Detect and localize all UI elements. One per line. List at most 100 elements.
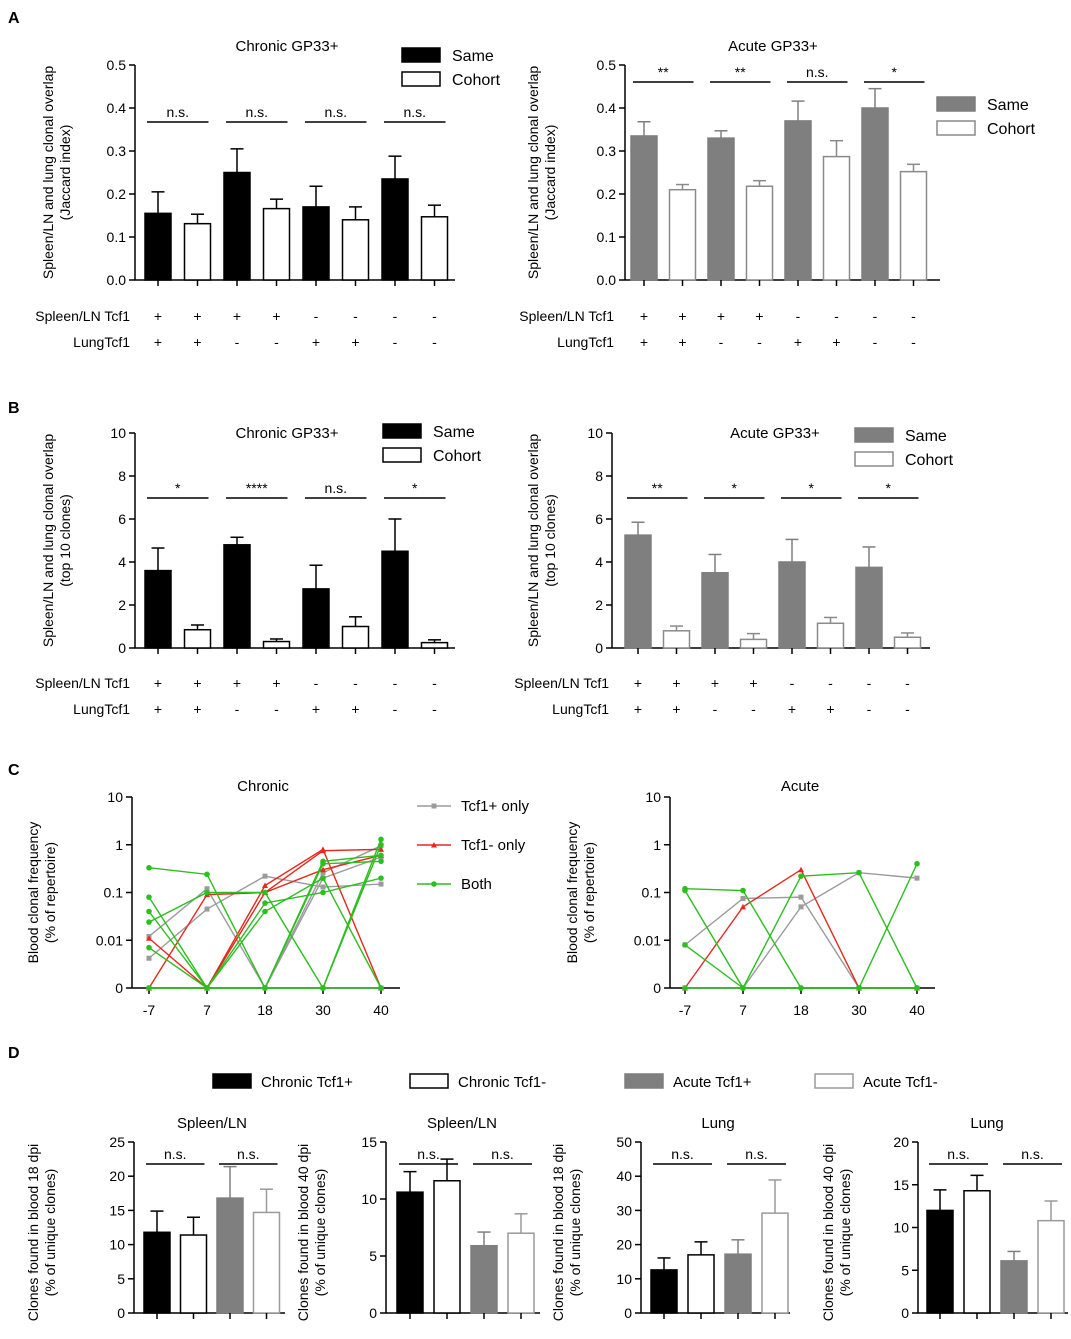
significance-label: n.s. — [806, 64, 829, 80]
y-axis-label: Clones found in blood 40 dpi — [295, 1144, 311, 1321]
lung-sign: + — [154, 701, 162, 717]
point-circle — [740, 985, 746, 991]
legend-swatch — [382, 423, 422, 439]
lung-sign: - — [235, 701, 240, 717]
chart-D4: 0 5 10 15 20 Clones found in blood 40 dpi (% o… — [820, 1115, 1068, 1321]
y-tick-label: 10 — [616, 1271, 632, 1287]
row-label-lung: LungTcf1 — [73, 701, 130, 717]
point-triangle — [320, 866, 326, 873]
significance-label: n.s. — [245, 104, 268, 120]
bar — [761, 1212, 789, 1314]
y-axis-label: (top 10 clones) — [542, 494, 558, 587]
row-label-spleen: Spleen/LN Tcf1 — [35, 675, 130, 691]
legend-label: Cohort — [987, 121, 1036, 138]
significance-label: n.s. — [1021, 1146, 1044, 1162]
point-circle — [914, 985, 920, 991]
y-tick-label: 0 — [653, 980, 661, 996]
bar — [183, 628, 212, 649]
y-tick-label: 25 — [109, 1134, 125, 1150]
spleen-sign: - — [314, 675, 319, 691]
chart-B-chronic: 0 2 4 6 8 10 Spleen/LN and lung clonal overlap… — [35, 423, 482, 717]
lung-sign: - — [757, 334, 762, 350]
point-circle — [262, 900, 268, 906]
bar — [223, 544, 251, 649]
y-tick-label: 10 — [361, 1191, 377, 1207]
spleen-sign: + — [678, 308, 686, 324]
y-tick-label: 20 — [109, 1168, 125, 1184]
point-circle — [320, 985, 326, 991]
legend-swatch — [936, 120, 976, 136]
point-circle — [740, 887, 746, 894]
point-square — [320, 884, 326, 890]
bar — [470, 1244, 498, 1314]
legend-swatch — [212, 1073, 252, 1089]
significance-label: n.s. — [745, 1146, 768, 1162]
y-tick-label: 8 — [118, 468, 126, 484]
lung-sign: - — [432, 701, 437, 717]
lung-sign: + — [832, 334, 840, 350]
y-tick-label: 10 — [645, 789, 661, 805]
panel-label-A: A — [8, 10, 20, 27]
point-circle — [798, 985, 804, 991]
point-circle — [914, 860, 920, 867]
point-triangle — [740, 903, 746, 910]
bar — [433, 1180, 461, 1314]
legend-label: Cohort — [905, 452, 954, 469]
point-square — [146, 955, 152, 961]
row-label-lung: LungTcf1 — [73, 334, 130, 350]
significance-label: n.s. — [403, 104, 426, 120]
bar — [778, 561, 806, 649]
point-square — [914, 875, 920, 881]
y-axis-label: (% of unique clones) — [837, 1169, 853, 1297]
significance-label: * — [732, 480, 738, 496]
bar — [144, 569, 172, 649]
bar — [855, 566, 883, 649]
y-tick-label: 20 — [616, 1237, 632, 1253]
point-circle — [320, 889, 326, 896]
y-axis-label: (% of repertoire) — [42, 842, 58, 943]
legend-swatch — [936, 96, 976, 112]
chart-D2: 0 5 10 15 Clones found in blood 40 dpi (% of … — [295, 1115, 540, 1321]
spleen-sign: - — [796, 308, 801, 324]
point-circle — [378, 836, 384, 843]
y-tick-label: 0.0 — [107, 272, 127, 288]
spleen-sign: + — [272, 675, 280, 691]
bar — [745, 185, 774, 281]
bar — [662, 630, 691, 649]
bar — [784, 120, 812, 281]
legend-swatch — [401, 47, 441, 63]
y-tick-label: 0.2 — [107, 186, 127, 202]
chart-title: Chronic GP33+ — [236, 425, 339, 442]
bar — [420, 216, 449, 281]
y-tick-label: 6 — [118, 511, 126, 527]
bar — [724, 1253, 752, 1314]
spleen-sign: + — [672, 675, 680, 691]
lung-sign: + — [678, 334, 686, 350]
y-tick-label: 0.5 — [107, 57, 127, 73]
y-tick-label: 0.1 — [107, 229, 127, 245]
y-tick-label: 0.3 — [597, 143, 617, 159]
spleen-sign: + — [193, 308, 201, 324]
legend-label: Same — [905, 428, 947, 445]
significance-label: n.s. — [237, 1146, 260, 1162]
spleen-sign: - — [873, 308, 878, 324]
bar — [739, 638, 768, 649]
point-triangle — [798, 866, 804, 873]
lung-sign: - — [719, 334, 724, 350]
panel-label-D: D — [8, 1045, 20, 1062]
bar — [624, 534, 652, 649]
bar — [223, 171, 251, 281]
point-circle — [378, 985, 384, 991]
chart-B-acute: 0 2 4 6 8 10 Spleen/LN and lung clonal overlap… — [514, 425, 953, 717]
y-tick-label: 0.01 — [634, 932, 661, 948]
y-tick-label: 0.1 — [642, 885, 662, 901]
lung-sign: - — [905, 701, 910, 717]
legend-swatch — [624, 1073, 664, 1089]
legend-marker — [431, 803, 437, 809]
lung-sign: + — [154, 334, 162, 350]
point-triangle — [262, 882, 268, 889]
point-circle — [204, 985, 210, 991]
y-tick-label: 2 — [595, 597, 603, 613]
x-tick-label: 18 — [257, 1002, 273, 1018]
